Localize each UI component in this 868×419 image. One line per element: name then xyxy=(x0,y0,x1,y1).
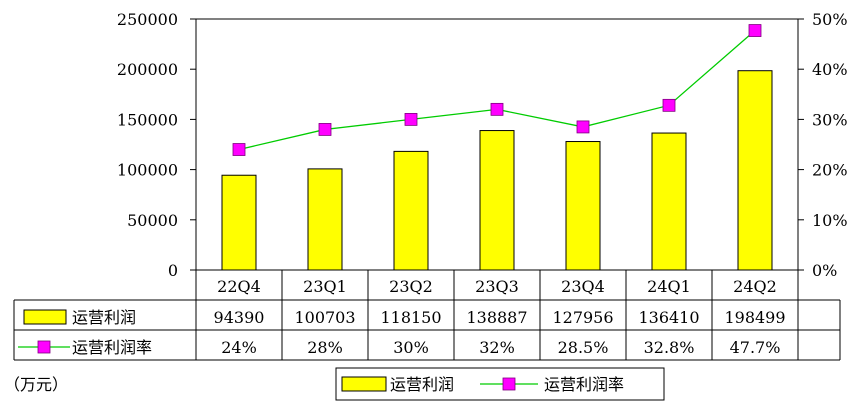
margin-point-24Q2 xyxy=(748,24,762,37)
y-tick-label: 0 xyxy=(168,261,178,280)
x-tick-label: 23Q4 xyxy=(561,277,605,296)
x-tick-label: 24Q2 xyxy=(733,277,777,296)
x-tick-label: 24Q1 xyxy=(647,277,691,296)
y2-tick-label: 40% xyxy=(812,60,848,79)
margin-point-23Q2 xyxy=(404,113,418,126)
data-label: 138887 xyxy=(466,308,527,327)
y-tick-label: 250000 xyxy=(117,10,178,29)
legend: 运营利润 运营利润率 xyxy=(335,367,665,401)
bar-23Q1 xyxy=(307,168,343,271)
margin-point-24Q1 xyxy=(662,98,676,112)
data-label: 32.8% xyxy=(644,338,695,357)
bar-24Q2 xyxy=(737,70,773,271)
margin-point-23Q3 xyxy=(490,102,504,116)
y2-tick-label: 10% xyxy=(812,211,848,230)
data-label: 24% xyxy=(221,338,257,357)
y-tick-label: 200000 xyxy=(117,60,178,79)
y2-tick-label: 20% xyxy=(812,161,848,180)
y2-tick-label: 0% xyxy=(812,261,837,280)
data-label: 136410 xyxy=(638,308,699,327)
y-tick-label: 150000 xyxy=(117,110,178,129)
data-label: 198499 xyxy=(724,308,785,327)
y-tick-label: 50000 xyxy=(127,211,178,230)
table-bar-key xyxy=(23,309,67,325)
x-tick-label: 22Q4 xyxy=(217,277,261,296)
unit-label: （万元） xyxy=(4,375,68,394)
margin-point-22Q4 xyxy=(232,143,246,156)
data-label: 118150 xyxy=(380,308,441,327)
data-label: 28.5% xyxy=(558,338,609,357)
x-tick-label: 23Q3 xyxy=(475,277,519,296)
table-row-label: 运营利润 xyxy=(72,308,136,327)
data-label: 127956 xyxy=(552,308,613,327)
y2-tick-label: 30% xyxy=(812,110,848,129)
legend-bar-key xyxy=(341,376,387,392)
y2-tick-label: 50% xyxy=(812,10,848,29)
legend-label: 运营利润率 xyxy=(544,375,624,394)
bar-24Q1 xyxy=(651,132,687,271)
bar-22Q4 xyxy=(221,174,257,271)
table-row-label: 运营利润率 xyxy=(72,338,152,357)
data-label: 32% xyxy=(479,338,515,357)
bar-23Q3 xyxy=(479,130,515,271)
data-label: 94390 xyxy=(214,308,265,327)
data-label: 47.7% xyxy=(730,338,781,357)
legend-marker-key xyxy=(502,377,516,391)
legend-label: 运营利润 xyxy=(390,375,454,394)
x-tick-label: 23Q1 xyxy=(303,277,347,296)
data-label: 28% xyxy=(307,338,343,357)
margin-point-23Q4 xyxy=(576,120,590,134)
y-tick-label: 100000 xyxy=(117,161,178,180)
table-marker-key xyxy=(37,340,51,354)
data-label: 30% xyxy=(393,338,429,357)
legend-box xyxy=(335,367,665,401)
x-tick-label: 23Q2 xyxy=(389,277,433,296)
margin-point-23Q1 xyxy=(318,123,332,136)
bar-23Q4 xyxy=(565,141,601,271)
data-label: 100703 xyxy=(294,308,355,327)
bar-23Q2 xyxy=(393,150,429,271)
